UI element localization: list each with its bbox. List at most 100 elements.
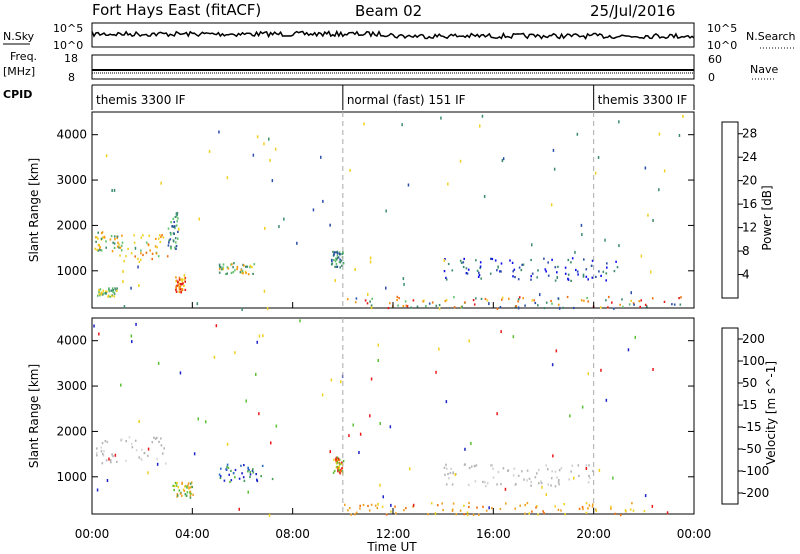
scatter-cell bbox=[133, 234, 135, 237]
scatter-cell bbox=[640, 299, 642, 302]
scatter-cell bbox=[172, 484, 174, 487]
scatter-cell bbox=[467, 268, 470, 271]
scatter-cell bbox=[169, 231, 172, 235]
scatter-cell bbox=[523, 478, 525, 481]
scatter-cell bbox=[111, 453, 113, 456]
scatter-cell bbox=[582, 508, 584, 511]
scatter-cell bbox=[147, 471, 149, 475]
scatter-cell bbox=[183, 278, 186, 281]
scatter-cell bbox=[122, 269, 124, 273]
scatter-cell bbox=[173, 489, 175, 492]
scatter-cell bbox=[175, 285, 177, 288]
colorbar-tick-label: 12 bbox=[742, 221, 757, 235]
scatter-cell bbox=[249, 471, 251, 474]
scatter-cell bbox=[102, 453, 104, 456]
scatter-cell bbox=[543, 307, 546, 310]
scatter-cell bbox=[135, 322, 137, 326]
scatter-cell bbox=[536, 472, 538, 475]
scatter-cell bbox=[478, 513, 480, 516]
scatter-cell bbox=[120, 438, 123, 441]
nave-tick-top: 60 bbox=[708, 53, 722, 66]
scatter-cell bbox=[111, 294, 113, 298]
scatter-cell bbox=[624, 509, 627, 512]
scatter-cell bbox=[554, 470, 557, 473]
scatter-cell bbox=[247, 466, 249, 469]
scatter-cell bbox=[103, 292, 105, 295]
scatter-cell bbox=[147, 447, 150, 451]
scatter-cell bbox=[339, 468, 342, 471]
scatter-cell bbox=[404, 300, 407, 303]
scatter-cell bbox=[547, 468, 549, 471]
x-tick-label: 00:00 bbox=[75, 527, 110, 541]
scatter-cell bbox=[545, 464, 547, 467]
scatter-cell bbox=[679, 303, 682, 306]
scatter-cell bbox=[299, 319, 301, 323]
scatter-cell bbox=[368, 509, 371, 512]
scatter-cell bbox=[587, 278, 589, 281]
scatter-cell bbox=[155, 237, 157, 240]
scatter-cell bbox=[442, 509, 444, 512]
scatter-cell bbox=[638, 300, 641, 303]
scatter-cell bbox=[468, 501, 470, 505]
scatter-cell bbox=[113, 291, 115, 294]
scatter-cell bbox=[138, 456, 140, 459]
scatter-cell bbox=[488, 506, 490, 510]
colorbar-tick-label: -15 bbox=[742, 420, 762, 434]
scatter-cell bbox=[666, 511, 669, 515]
scatter-cell bbox=[116, 245, 119, 248]
scatter-cell bbox=[463, 504, 465, 507]
scatter-cell bbox=[512, 275, 514, 278]
velocity-colorbar: 200 100 50 15 -15 -50 -100 -200 bbox=[721, 327, 769, 505]
scatter-cell bbox=[531, 243, 533, 247]
scatter-cell bbox=[176, 213, 178, 216]
scatter-cell bbox=[652, 219, 654, 222]
scatter-cell bbox=[177, 217, 179, 220]
colorbar-tick-label: 28 bbox=[742, 127, 757, 141]
scatter-cell bbox=[249, 473, 252, 476]
scatter-cell bbox=[619, 514, 622, 517]
time-axis: 00:00 04:00 08:00 12:00 16:00 20:00 00:00 bbox=[75, 302, 711, 541]
scatter-cell bbox=[449, 471, 452, 475]
scatter-cell bbox=[175, 484, 178, 487]
scatter-cell bbox=[184, 485, 186, 488]
scatter-cell bbox=[499, 507, 502, 511]
scatter-cell bbox=[97, 231, 99, 234]
scatter-cell bbox=[387, 307, 390, 310]
scatter-cell bbox=[137, 257, 139, 260]
scatter-cell bbox=[551, 363, 554, 367]
scatter-cell bbox=[483, 195, 486, 198]
scatter-cell bbox=[336, 254, 339, 257]
scatter-cell bbox=[481, 114, 484, 118]
scatter-cell bbox=[550, 203, 553, 207]
scatter-cell bbox=[519, 504, 521, 507]
scatter-cell bbox=[189, 490, 192, 493]
scatter-cell bbox=[600, 306, 602, 309]
scatter-cell bbox=[651, 297, 654, 300]
scatter-cell bbox=[403, 282, 405, 286]
scatter-cell bbox=[473, 464, 476, 468]
scatter-cell bbox=[147, 454, 149, 457]
scatter-cell bbox=[513, 268, 516, 271]
scatter-cell bbox=[459, 259, 462, 262]
cpid-strip: CPID themis 3300 IF normal (fast) 151 IF t… bbox=[3, 84, 695, 110]
scatter-cell bbox=[524, 304, 526, 307]
scatter-cell bbox=[412, 503, 415, 507]
scatter-cell bbox=[187, 482, 190, 485]
scatter-cell bbox=[465, 267, 468, 270]
scatter-cell bbox=[188, 486, 190, 489]
scatter-cell bbox=[463, 463, 466, 466]
scatter-cell bbox=[333, 259, 335, 262]
scatter-cell bbox=[462, 265, 465, 269]
scatter-cell bbox=[352, 423, 354, 427]
scatter-cell bbox=[134, 255, 136, 258]
scatter-cell bbox=[585, 464, 588, 467]
noise-strip: N.Sky 10^5 10^0 10^5 10^0 N.Search bbox=[3, 22, 796, 52]
scatter-cell bbox=[113, 235, 116, 238]
scatter-cell bbox=[496, 307, 499, 310]
y-tick-label: 3000 bbox=[56, 173, 87, 187]
scatter-cell bbox=[407, 183, 410, 187]
scatter-cell bbox=[492, 476, 495, 479]
scatter-cell bbox=[564, 266, 567, 269]
scatter-cell bbox=[412, 299, 415, 302]
colorbar-tick-label: 24 bbox=[742, 150, 757, 164]
